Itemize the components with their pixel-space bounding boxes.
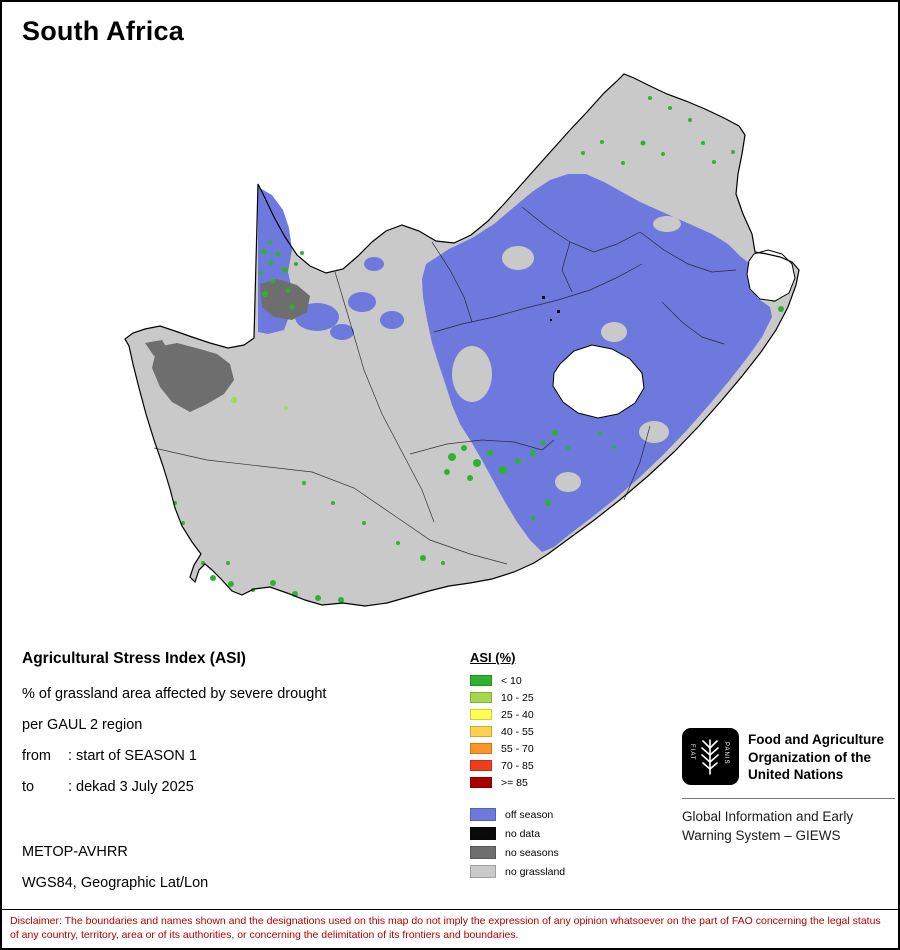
- legend-label: off season: [505, 808, 554, 821]
- fao-org-line: United Nations: [748, 767, 844, 782]
- projection-name: WGS84, Geographic Lat/Lon: [22, 875, 209, 891]
- legend-swatch: [470, 808, 496, 821]
- legend-swatch: [470, 709, 492, 720]
- legend-label: >= 85: [501, 776, 528, 789]
- legend-label: 25 - 40: [501, 708, 534, 721]
- to-label: to: [22, 779, 35, 795]
- legend-row: no grassland: [470, 862, 565, 881]
- fao-logo-icon: FIAT PANIS: [682, 728, 739, 785]
- giews-line: Global Information and Early: [682, 809, 854, 824]
- asi-heading: Agricultural Stress Index (ASI): [22, 650, 246, 667]
- asi-subtitle-1: % of grassland area affected by severe d…: [22, 686, 327, 702]
- legend-row: 10 - 25: [470, 689, 565, 706]
- legend-swatch: [470, 827, 496, 840]
- country-outline: [124, 73, 800, 607]
- legend-row: 40 - 55: [470, 723, 565, 740]
- map-info-block: Agricultural Stress Index (ASI) % of gra…: [22, 650, 326, 906]
- legend-row: 70 - 85: [470, 757, 565, 774]
- legend-swatch: [470, 865, 496, 878]
- legend-label: 70 - 85: [501, 759, 534, 772]
- fao-org-line: Organization of the: [748, 749, 871, 765]
- legend-title: ASI (%): [470, 650, 516, 665]
- legend-label: no seasons: [505, 846, 559, 859]
- from-label: from: [22, 748, 51, 764]
- legend-row: 55 - 70: [470, 740, 565, 757]
- province-boundaries: [153, 206, 737, 565]
- legend-swatch: [470, 675, 492, 686]
- legend-row: < 10: [470, 672, 565, 689]
- fao-org-name: Food and Agriculture Organization of the…: [748, 728, 884, 785]
- from-value: : start of SEASON 1: [68, 748, 197, 764]
- legend-label: no grassland: [505, 865, 566, 878]
- no-seasons-region: [145, 279, 310, 412]
- legend-label: 10 - 25: [501, 691, 534, 704]
- legend-row: >= 85: [470, 774, 565, 791]
- giews-name: Global Information and Early Warning Sys…: [682, 807, 895, 845]
- legend-extra-classes: off season no data no seasons no grassla…: [470, 805, 565, 881]
- fao-block: FIAT PANIS Food and Agriculture Organiza…: [682, 728, 895, 845]
- legend-swatch: [470, 726, 492, 737]
- no-data-speckles: [542, 296, 560, 321]
- legend-row: off season: [470, 805, 565, 824]
- legend-swatch: [470, 692, 492, 703]
- eswatini-shape: [746, 249, 796, 302]
- legend-label: 40 - 55: [501, 725, 534, 738]
- legend-swatch: [470, 777, 492, 788]
- sensor-name: METOP-AVHRR: [22, 844, 128, 860]
- fao-org-line: Food and Agriculture: [748, 732, 884, 747]
- legend-swatch: [470, 846, 496, 859]
- page-title: South Africa: [22, 16, 184, 46]
- legend-label: 55 - 70: [501, 742, 534, 755]
- disclaimer: Disclaimer: The boundaries and names sho…: [2, 909, 898, 948]
- legend-label: < 10: [501, 674, 522, 687]
- legend-row: no seasons: [470, 843, 565, 862]
- legend-label: no data: [505, 827, 541, 840]
- lesotho-shape: [552, 344, 645, 419]
- legend-row: 25 - 40: [470, 706, 565, 723]
- legend-swatch: [470, 760, 492, 771]
- fao-motto-left: FIAT: [689, 744, 695, 761]
- fao-divider: [682, 798, 895, 799]
- legend: ASI (%) < 10 10 - 25 25 - 40 40 - 55 55 …: [470, 650, 565, 881]
- fao-motto-right: PANIS: [723, 742, 729, 765]
- period-to: to : dekad 3 July 2025: [22, 779, 326, 795]
- legend-row: no data: [470, 824, 565, 843]
- asi-subtitle-2: per GAUL 2 region: [22, 717, 143, 733]
- legend-swatch: [470, 743, 492, 754]
- giews-line: Warning System – GIEWS: [682, 828, 841, 843]
- to-value: : dekad 3 July 2025: [68, 779, 194, 795]
- period-from: from : start of SEASON 1: [22, 748, 326, 764]
- legend-asi-classes: < 10 10 - 25 25 - 40 40 - 55 55 - 70 70 …: [470, 672, 565, 791]
- asi-mid-speckles: [231, 397, 288, 410]
